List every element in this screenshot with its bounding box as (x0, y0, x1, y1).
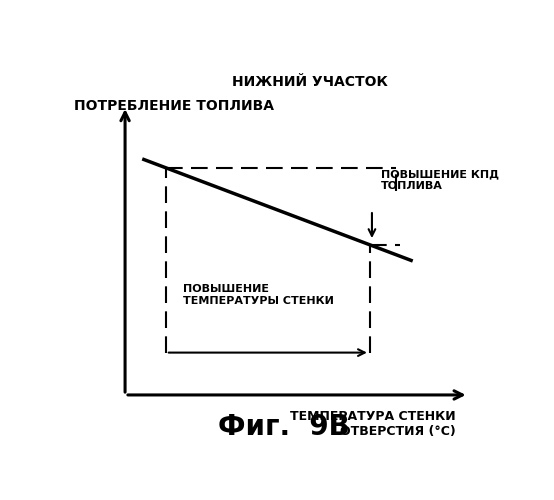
Text: ПОВЫШЕНИЕ
ТЕМПЕРАТУРЫ СТЕНКИ: ПОВЫШЕНИЕ ТЕМПЕРАТУРЫ СТЕНКИ (183, 284, 334, 306)
Text: ПОТРЕБЛЕНИЕ ТОПЛИВА: ПОТРЕБЛЕНИЕ ТОПЛИВА (74, 98, 274, 112)
Text: Фиг.  9В: Фиг. 9В (218, 413, 350, 441)
Text: ПОВЫШЕНИЕ КПД
ТОПЛИВА: ПОВЫШЕНИЕ КПД ТОПЛИВА (381, 170, 499, 191)
Text: ТЕМПЕРАТУРА СТЕНКИ
ОТВЕРСТИЯ (°C): ТЕМПЕРАТУРА СТЕНКИ ОТВЕРСТИЯ (°C) (290, 410, 456, 438)
Text: НИЖНИЙ УЧАСТОК: НИЖНИЙ УЧАСТОК (232, 76, 388, 90)
